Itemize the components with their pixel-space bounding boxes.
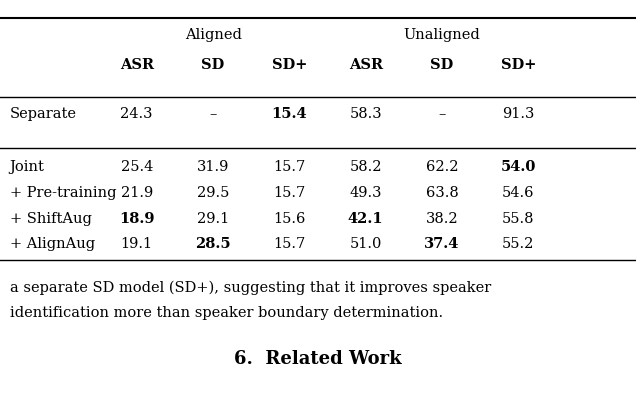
Text: Unaligned: Unaligned	[404, 28, 480, 43]
Text: 21.9: 21.9	[121, 186, 153, 200]
Text: 55.8: 55.8	[502, 212, 535, 226]
Text: 19.1: 19.1	[121, 237, 153, 251]
Text: 15.7: 15.7	[273, 160, 305, 175]
Text: 25.4: 25.4	[121, 160, 153, 175]
Text: + AlignAug: + AlignAug	[10, 237, 95, 251]
Text: –: –	[209, 107, 217, 121]
Text: ASR: ASR	[349, 58, 383, 72]
Text: SD: SD	[202, 58, 225, 72]
Text: 54.0: 54.0	[501, 160, 536, 175]
Text: 38.2: 38.2	[425, 212, 459, 226]
Text: 49.3: 49.3	[349, 186, 382, 200]
Text: 58.2: 58.2	[349, 160, 382, 175]
Text: SD+: SD+	[501, 58, 536, 72]
Text: 29.5: 29.5	[197, 186, 229, 200]
Text: 15.4: 15.4	[272, 107, 307, 121]
Text: 15.7: 15.7	[273, 237, 305, 251]
Text: SD+: SD+	[272, 58, 307, 72]
Text: 63.8: 63.8	[425, 186, 459, 200]
Text: –: –	[438, 107, 446, 121]
Text: identification more than speaker boundary determination.: identification more than speaker boundar…	[10, 306, 443, 320]
Text: 51.0: 51.0	[350, 237, 382, 251]
Text: 37.4: 37.4	[424, 237, 460, 251]
Text: + ShiftAug: + ShiftAug	[10, 212, 92, 226]
Text: 31.9: 31.9	[197, 160, 229, 175]
Text: Aligned: Aligned	[184, 28, 242, 43]
Text: ASR: ASR	[120, 58, 154, 72]
Text: 15.6: 15.6	[273, 212, 305, 226]
Text: 62.2: 62.2	[425, 160, 459, 175]
Text: a separate SD model (SD+), suggesting that it improves speaker: a separate SD model (SD+), suggesting th…	[10, 281, 491, 295]
Text: 54.6: 54.6	[502, 186, 535, 200]
Text: Joint: Joint	[10, 160, 45, 175]
Text: 15.7: 15.7	[273, 186, 305, 200]
Text: + Pre-training: + Pre-training	[10, 186, 116, 200]
Text: 42.1: 42.1	[348, 212, 384, 226]
Text: 18.9: 18.9	[119, 212, 155, 226]
Text: 28.5: 28.5	[195, 237, 231, 251]
Text: 6.  Related Work: 6. Related Work	[234, 349, 402, 368]
Text: 91.3: 91.3	[502, 107, 534, 121]
Text: 55.2: 55.2	[502, 237, 534, 251]
Text: SD: SD	[431, 58, 453, 72]
Text: 58.3: 58.3	[349, 107, 382, 121]
Text: Separate: Separate	[10, 107, 76, 121]
Text: 29.1: 29.1	[197, 212, 229, 226]
Text: 24.3: 24.3	[120, 107, 153, 121]
